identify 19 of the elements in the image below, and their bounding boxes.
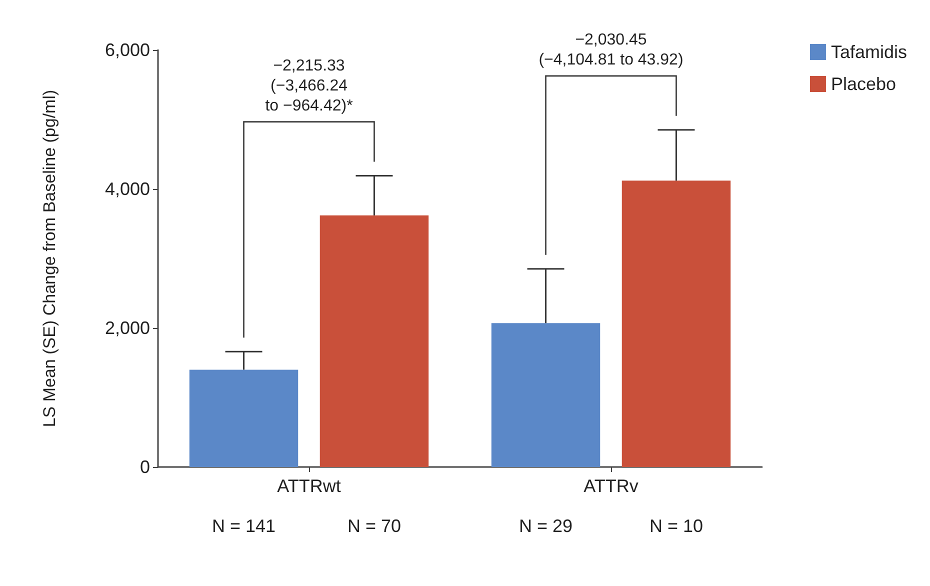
y-tick-label: 6,000 [104, 40, 150, 60]
bar [622, 180, 731, 467]
bar [491, 323, 600, 467]
text: N = 29 [518, 516, 573, 536]
y-axis-title: LS Mean (SE) Change from Baseline (pg/ml) [40, 90, 59, 428]
annotation: −2,215.33 (−3,466.24 to −964.42)* [265, 57, 353, 114]
x-tick-label: ATTRwt [277, 476, 341, 496]
text: N = 10 [649, 516, 704, 536]
y-tick-label: 2,000 [104, 318, 150, 338]
text: N = 141 [212, 516, 276, 536]
y-tick-label: 4,000 [104, 179, 150, 199]
x-tick-label: ATTRv [584, 476, 638, 496]
text: N = 70 [347, 516, 402, 536]
bar [189, 370, 298, 467]
annotation: −2,030.45 (−4,104.81 to 43.92) [538, 31, 684, 68]
y-tick-label: 0 [140, 457, 150, 477]
legend-label: Tafamidis [830, 42, 908, 62]
bar [320, 215, 429, 467]
legend-label: Placebo [830, 74, 896, 94]
